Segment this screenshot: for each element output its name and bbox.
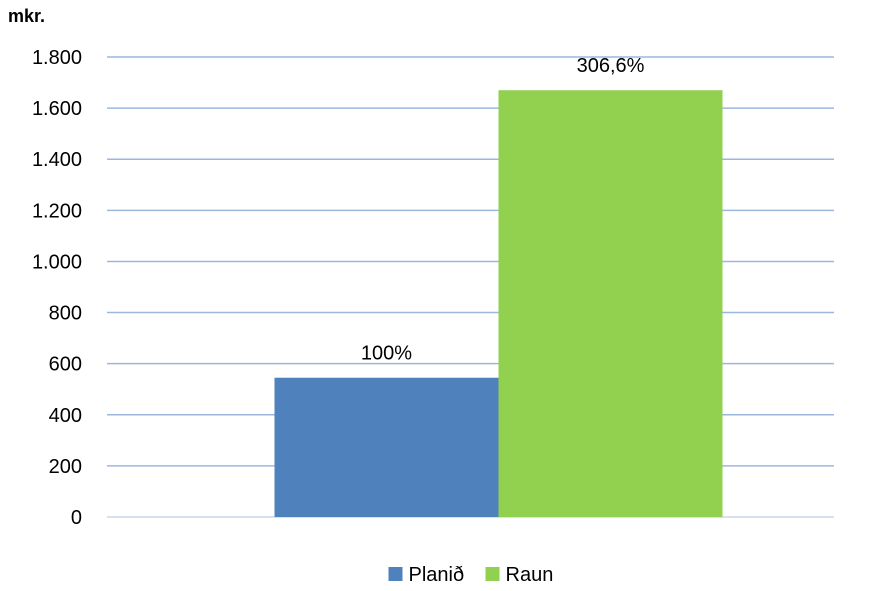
data-label-planið: 100%: [361, 343, 412, 365]
y-axis: 0 200 400 600 800 1.000 1.200 1.400 1.600 1.800: [32, 47, 82, 529]
bar-planið: [274, 377, 499, 517]
legend-swatch-planið: [388, 567, 403, 581]
data-label-raun: 306,6%: [577, 55, 645, 77]
y-tick-label: 1.000: [32, 251, 82, 273]
y-tick-label: 1.400: [32, 149, 82, 171]
legend-label-planið: Planið: [409, 564, 465, 586]
y-tick-label: 800: [49, 303, 82, 325]
data-labels: 100% 306,6%: [361, 55, 645, 365]
y-tick-label: 600: [49, 354, 82, 376]
chart-title-area: mkr.: [8, 6, 45, 26]
legend-label-raun: Raun: [506, 564, 554, 586]
bars: [274, 90, 723, 517]
bar-raun: [498, 90, 723, 517]
y-tick-label: 1.200: [32, 200, 82, 222]
legend-swatch-raun: [485, 567, 500, 581]
y-tick-label: 400: [49, 405, 82, 427]
y-tick-label: 200: [49, 456, 82, 478]
y-tick-label: 0: [71, 507, 82, 529]
y-tick-label: 1.600: [32, 98, 82, 120]
legend: Planið Raun: [388, 564, 554, 586]
gridlines: [107, 56, 834, 518]
y-tick-label: 1.800: [32, 47, 82, 69]
unit-label: mkr.: [8, 6, 45, 26]
